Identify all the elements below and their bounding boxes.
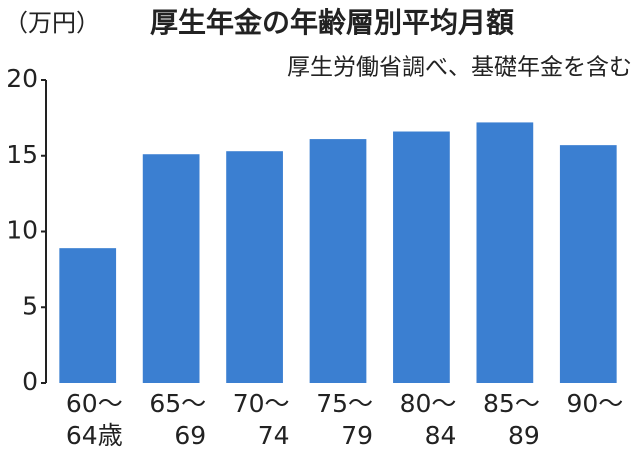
- x-tick-label: 60〜 64歳: [65, 389, 123, 450]
- y-tick-label: 15: [6, 140, 38, 169]
- bar: [559, 145, 617, 383]
- bar: [476, 122, 534, 384]
- bar: [393, 131, 450, 383]
- y-tick-label: 20: [6, 64, 38, 93]
- y-tick-label: 5: [22, 291, 38, 320]
- y-tick-label: 10: [6, 216, 38, 245]
- y-tick-label: 0: [22, 367, 38, 396]
- x-tick-label: 85〜 89: [483, 389, 540, 450]
- bar: [142, 154, 200, 383]
- bar: [226, 151, 283, 383]
- y-axis-unit: （万円）: [4, 9, 100, 37]
- bar: [59, 248, 117, 383]
- x-tick-label: 70〜 74: [232, 389, 290, 450]
- bar: [309, 139, 367, 383]
- x-tick-label: 80〜 84: [399, 389, 457, 450]
- x-tick-label: 90〜: [566, 389, 624, 418]
- x-tick-label: 75〜 79: [316, 389, 373, 450]
- x-tick-label: 65〜 69: [149, 389, 207, 450]
- chart-subtitle: 厚生労働省調べ、基礎年金を含む: [287, 55, 632, 81]
- chart-title: 厚生年金の年齢層別平均月額: [150, 6, 514, 39]
